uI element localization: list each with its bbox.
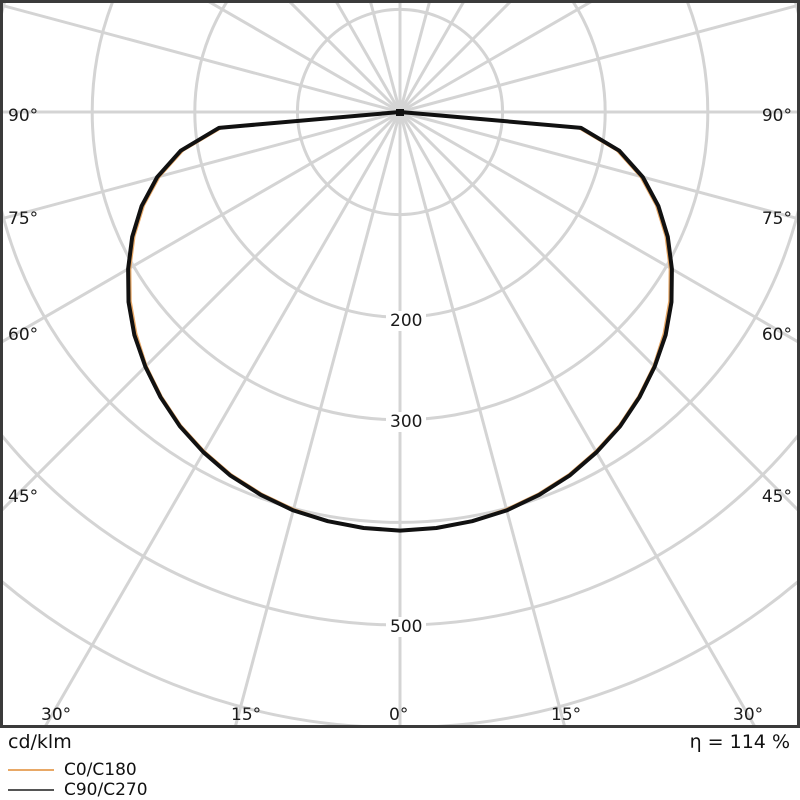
unit-label: cd/klm [8, 731, 72, 753]
angle-label-bottom-15-right: 15° [551, 705, 582, 725]
angle-label-bottom-0: 0° [389, 705, 409, 725]
angle-label-right-90: 90° [761, 106, 792, 126]
angle-label-left-90: 90° [8, 106, 39, 126]
radial-label-500: 500 [386, 617, 427, 637]
legend-item-c90-c270: C90/C270 [8, 780, 408, 800]
legend: C0/C180 C90/C270 [8, 760, 408, 800]
radial-label-200: 200 [386, 311, 427, 331]
angle-label-left-45: 45° [8, 487, 39, 507]
efficiency-label: η = 114 % [689, 731, 790, 753]
angle-label-bottom-15-left: 15° [231, 705, 262, 725]
polar-grid-and-curves [3, 3, 797, 725]
radial-label-300: 300 [386, 412, 427, 432]
footer-bar [0, 728, 800, 762]
angle-label-bottom-30-left: 30° [41, 705, 72, 725]
angle-label-bottom-30-right: 30° [733, 705, 764, 725]
legend-swatch-c0-c180 [8, 769, 54, 771]
angle-label-left-60: 60° [8, 325, 39, 345]
angle-label-right-60: 60° [761, 325, 792, 345]
apex-marker [396, 109, 404, 116]
angle-label-right-45: 45° [761, 487, 792, 507]
legend-label-c0-c180: C0/C180 [64, 760, 137, 780]
plot-frame: 90° 75° 60° 45° 90° 75° 60° 45° 30° 15° … [0, 0, 800, 728]
legend-item-c0-c180: C0/C180 [8, 760, 408, 780]
angle-label-left-75: 75° [8, 209, 39, 229]
legend-label-c90-c270: C90/C270 [64, 780, 148, 800]
angle-label-right-75: 75° [761, 209, 792, 229]
legend-swatch-c90-c270 [8, 789, 54, 791]
